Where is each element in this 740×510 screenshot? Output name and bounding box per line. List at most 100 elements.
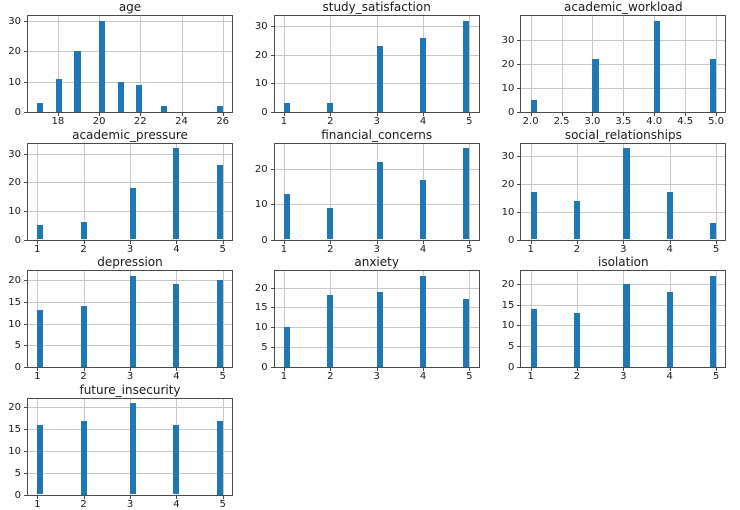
histogram-bar [709,222,717,240]
y-tick-label: 15 [501,299,515,311]
x-tick-mark [176,495,178,499]
y-tick-mark [270,239,274,241]
x-tick-mark [592,113,594,116]
x-tick-label: 4 [173,243,180,255]
x-gridline [716,143,718,240]
y-tick-mark [517,63,521,65]
y-tick-mark [24,210,27,212]
plot-area [27,397,233,496]
histogram-bar [709,275,717,367]
x-tick-label: 3 [373,116,380,127]
x-tick-label: 2 [80,498,87,510]
y-tick-mark [24,429,27,431]
x-tick-mark [37,368,39,371]
x-tick-mark [376,240,378,244]
y-tick-label: 0 [507,107,515,118]
y-tick-label: 10 [8,446,21,457]
histogram-bar [463,148,470,240]
histogram-bar [419,179,427,240]
x-tick-label: 5 [466,116,473,127]
histogram-bar [130,188,137,240]
histogram-bar [592,59,599,112]
x-tick-mark [283,240,285,244]
y-gridline [274,287,479,289]
x-tick-mark [283,113,285,116]
subplot-depression: depression 1 2 3 4 5 0 5 10 15 20 [0,255,247,383]
y-tick-mark [517,304,521,306]
y-tick-label: 5 [14,467,21,479]
x-tick-label: 1 [527,371,534,382]
x-tick-mark [37,495,39,499]
y-tick-label: 0 [507,362,515,373]
histogram-bar [327,295,334,367]
histogram-bar [419,37,427,112]
subplot-anxiety: anxiety 1 2 3 4 5 0 5 10 15 20 [247,255,494,383]
x-tick-mark [669,368,671,371]
x-tick-label: 18 [51,116,65,127]
y-tick-label: 10 [501,206,515,218]
x-tick-label: 5 [219,371,226,382]
y-tick-mark [270,307,274,309]
histogram-bar [117,81,124,112]
x-gridline [330,16,332,112]
histogram-bar [327,207,334,240]
subplot-title: social_relationships [564,127,682,142]
x-gridline [37,143,39,240]
x-gridline [530,143,532,240]
x-tick-label: 3 [126,371,134,382]
y-tick-mark [270,169,274,171]
histogram-bar [130,275,137,367]
x-tick-label: 4 [666,243,673,255]
y-tick-label: 20 [254,282,268,294]
y-tick-mark [517,87,521,89]
y-tick-label: 5 [507,341,515,353]
subplot-isolation: isolation 1 2 3 4 5 0 5 10 15 20 [493,255,740,383]
x-tick-label: 1 [280,243,288,255]
x-tick-mark [623,368,625,371]
x-tick-mark [669,240,671,244]
y-tick-label: 20 [501,278,515,290]
x-gridline [222,16,224,112]
y-tick-mark [24,301,27,303]
x-tick-label: 5 [219,498,226,510]
y-tick-label: 30 [8,15,21,27]
y-tick-mark [24,279,27,281]
y-tick-label: 5 [261,342,268,354]
subplot-title: anxiety [354,255,399,269]
x-tick-mark [576,240,578,244]
x-tick-mark [176,368,178,371]
subplot-title: academic_pressure [72,127,188,142]
histogram-bar [376,291,383,367]
x-tick-mark [222,113,224,116]
x-tick-mark [140,113,142,116]
y-tick-label: 20 [8,274,21,286]
histogram-bar [216,420,223,495]
x-tick-label: 2 [573,371,581,382]
histogram-bar [376,46,383,112]
y-tick-mark [270,204,274,206]
y-tick-mark [24,239,27,241]
x-tick-mark [83,495,85,499]
x-tick-mark [716,368,718,371]
subplot-study_satisfaction: study_satisfaction 1 2 3 4 5 0 10 20 30 [247,0,494,128]
x-tick-mark [330,368,332,371]
y-gridline [521,87,726,89]
y-tick-mark [270,287,274,289]
histogram-bar [37,102,44,112]
y-tick-mark [270,54,274,56]
x-tick-mark [530,113,532,116]
y-tick-mark [24,81,27,83]
y-tick-label: 15 [254,302,268,314]
subplot-title: future_insecurity [79,382,181,397]
x-tick-label: 3 [126,243,134,255]
x-tick-mark [469,368,471,371]
plot-area [27,142,233,241]
y-tick-label: 10 [8,76,21,88]
y-tick-label: 10 [8,318,21,330]
histogram-bar [74,51,81,112]
x-tick-mark [222,368,224,371]
y-tick-label: 30 [254,21,268,33]
plot-area [273,270,480,368]
x-tick-mark [222,240,224,244]
x-tick-label: 3 [373,243,380,255]
